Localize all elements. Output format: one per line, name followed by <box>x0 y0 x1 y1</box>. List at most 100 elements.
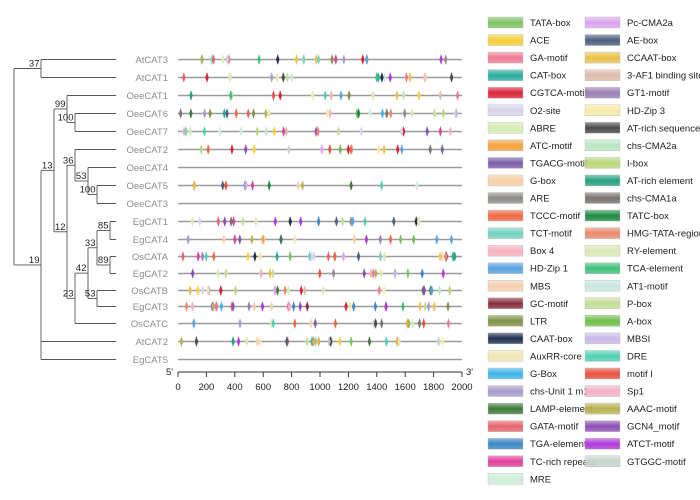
gene-label: AtCAT2 <box>135 337 168 348</box>
motif-mark <box>382 144 386 155</box>
motif-mark <box>219 285 223 296</box>
motif-mark <box>216 216 221 227</box>
legend-label: ATC-motif <box>530 141 572 152</box>
motif-mark <box>253 251 257 262</box>
legend-label: motif I <box>627 369 653 380</box>
motif-mark <box>271 90 276 101</box>
promoter-track <box>178 336 462 347</box>
motif-mark <box>275 285 280 296</box>
legend-label: HMG-TATA-region <box>627 229 700 240</box>
motif-mark <box>418 301 422 312</box>
legend-item: GTGGC-motif <box>584 455 686 468</box>
legend-label: MBSI <box>627 334 650 345</box>
legend-label: chs-CMA1a <box>627 194 677 205</box>
legend-label: GT1-motif <box>627 88 670 99</box>
motif-mark <box>252 144 256 155</box>
motif-mark <box>316 126 320 137</box>
legend-swatch <box>584 385 621 397</box>
motif-mark <box>395 144 400 155</box>
motif-mark <box>206 285 210 296</box>
promoter-track <box>178 54 462 65</box>
legend-item: LAMP-element <box>487 402 593 415</box>
motif-mark <box>222 216 227 227</box>
motif-mark <box>246 108 251 119</box>
legend-swatch <box>487 244 524 257</box>
motif-mark <box>349 144 353 155</box>
motif-mark <box>266 108 271 119</box>
legend-label: GCN4_motif <box>627 422 680 433</box>
legend-item: MBSI <box>584 332 650 345</box>
legend-label: CAT-box <box>530 71 567 82</box>
legend-item: TCT-motif <box>487 227 572 240</box>
legend-item: Sp1 <box>584 385 644 398</box>
motif-mark <box>399 126 404 137</box>
motif-mark <box>288 251 292 262</box>
motif-mark <box>328 108 332 119</box>
motif-mark <box>379 180 384 191</box>
legend-item: CAAT-box <box>487 332 573 345</box>
motif-mark <box>388 234 393 245</box>
gene-label: OeeCAT7 <box>126 127 168 138</box>
promoter-track <box>178 126 462 137</box>
motif-mark <box>196 251 200 262</box>
motif-mark <box>305 336 309 347</box>
legend-label: CAAT-box <box>530 334 573 345</box>
motif-mark <box>326 251 331 262</box>
motif-mark <box>231 336 235 347</box>
legend-label: AT-rich element <box>627 176 693 187</box>
motif-mark <box>323 90 327 101</box>
motif-mark <box>197 216 202 227</box>
legend-swatch <box>487 174 524 187</box>
motif-mark <box>192 318 196 329</box>
motif-mark <box>208 108 212 119</box>
legend-label: Sp1 <box>627 387 644 398</box>
motif-mark <box>225 54 230 65</box>
motif-mark <box>454 108 459 119</box>
motif-mark <box>417 318 422 329</box>
motif-mark <box>278 90 282 101</box>
motif-mark <box>438 90 443 101</box>
motif-mark <box>287 144 291 155</box>
legend-label: GA-motif <box>530 53 568 64</box>
motif-mark <box>283 285 287 296</box>
legend-swatch <box>584 86 621 99</box>
motif-mark <box>317 336 321 347</box>
legend-item: AAAC-motif <box>584 402 677 415</box>
motif-mark <box>443 54 448 65</box>
motif-mark <box>230 144 234 155</box>
motif-mark <box>200 251 205 262</box>
motif-mark <box>436 336 441 347</box>
motif-mark <box>364 234 369 245</box>
bootstrap-label: 99 <box>55 99 66 110</box>
motif-mark <box>298 301 302 312</box>
legend-item: ARE <box>487 192 550 205</box>
legend-label: TGACG-motif <box>530 158 588 169</box>
legend-swatch <box>487 367 524 380</box>
bootstrap-label: 12 <box>55 222 66 233</box>
legend-label: LAMP-element <box>530 404 593 415</box>
legend-item: GT1-motif <box>584 86 670 99</box>
motif-mark <box>289 72 294 83</box>
legend-swatch <box>487 385 524 397</box>
motif-mark <box>334 54 338 65</box>
position-axis: 5' 3' 0 200 400 600 800 1000 1200 1400 1600 1800 2… <box>166 367 473 393</box>
legend-label: 3-AF1 binding site <box>627 71 700 82</box>
legend-item: TCA-element <box>584 262 683 275</box>
axis-tick-label: 1200 <box>338 382 359 393</box>
legend-label: MRE <box>530 474 551 485</box>
legend-label: LTR <box>530 316 547 327</box>
motif-mark <box>296 180 300 191</box>
motif-mark <box>259 268 264 279</box>
legend-label: P-box <box>627 299 652 310</box>
motif-mark <box>376 144 381 155</box>
legend-swatch <box>584 69 621 81</box>
motif-mark <box>349 180 353 191</box>
legend-swatch <box>584 280 621 292</box>
motif-mark <box>302 285 307 296</box>
axis-tick-label: 200 <box>198 382 214 393</box>
legend-swatch <box>584 16 621 29</box>
legend-label: Box 4 <box>530 246 554 257</box>
motif-mark <box>238 234 242 245</box>
legend-swatch <box>487 473 524 485</box>
motif-mark <box>281 126 286 137</box>
